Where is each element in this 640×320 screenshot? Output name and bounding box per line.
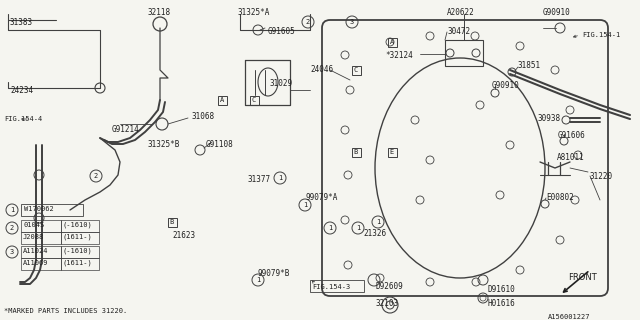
Text: J2088: J2088: [23, 234, 44, 240]
Text: B: B: [354, 149, 358, 155]
Text: 32103: 32103: [376, 299, 399, 308]
Text: A81011: A81011: [557, 153, 585, 162]
Text: 31851: 31851: [518, 61, 541, 70]
Text: 2: 2: [10, 225, 14, 231]
Text: 2: 2: [94, 173, 98, 179]
Bar: [61, 258, 99, 270]
Text: 0104S: 0104S: [23, 222, 44, 228]
Text: 99079*B: 99079*B: [257, 269, 289, 278]
Text: 21623: 21623: [172, 231, 195, 240]
Text: G91606: G91606: [558, 131, 586, 140]
Text: C: C: [354, 67, 358, 73]
Bar: [250, 95, 259, 105]
Text: 31068: 31068: [192, 112, 215, 121]
Text: *32124: *32124: [385, 51, 413, 60]
Text: FIG.154-3: FIG.154-3: [312, 284, 350, 290]
Bar: [445, 40, 483, 66]
Text: G91108: G91108: [206, 140, 234, 149]
Bar: [218, 95, 227, 105]
Bar: [21, 258, 61, 270]
Bar: [310, 280, 364, 292]
Text: 1: 1: [256, 277, 260, 283]
Text: C: C: [252, 97, 256, 103]
Text: A11024: A11024: [23, 248, 49, 254]
Text: 1: 1: [278, 175, 282, 181]
Text: 1: 1: [356, 225, 360, 231]
Text: G90910: G90910: [543, 8, 571, 17]
Bar: [168, 218, 177, 227]
Text: A11069: A11069: [23, 260, 49, 266]
Text: G90910: G90910: [492, 81, 520, 90]
Bar: [351, 148, 360, 156]
Bar: [21, 246, 61, 258]
Text: 31325*B: 31325*B: [148, 140, 180, 149]
Bar: [21, 204, 83, 216]
Text: A20622: A20622: [447, 8, 475, 17]
Bar: [387, 37, 397, 46]
Text: W170062: W170062: [24, 206, 54, 212]
Bar: [21, 220, 61, 232]
Text: 1: 1: [376, 219, 380, 225]
Text: 30472: 30472: [447, 27, 470, 36]
Text: 3: 3: [10, 249, 14, 255]
Text: 24234: 24234: [10, 86, 33, 95]
Text: 3: 3: [350, 19, 354, 25]
Text: 31325*A: 31325*A: [238, 8, 270, 17]
Text: 2: 2: [306, 19, 310, 25]
Text: 31377: 31377: [247, 175, 270, 184]
Bar: [61, 220, 99, 232]
Text: FIG.154-1: FIG.154-1: [582, 32, 620, 38]
Text: (-1610): (-1610): [63, 248, 93, 254]
Text: 31220: 31220: [590, 172, 613, 181]
Text: (1611-): (1611-): [63, 234, 93, 241]
Bar: [61, 246, 99, 258]
Text: (1611-): (1611-): [63, 260, 93, 267]
Text: G91605: G91605: [268, 27, 296, 36]
Text: 1: 1: [328, 225, 332, 231]
Bar: [21, 232, 61, 244]
Text: D92609: D92609: [376, 282, 404, 291]
Text: A: A: [220, 97, 224, 103]
Text: 31383: 31383: [10, 18, 33, 27]
Text: B: B: [170, 219, 174, 225]
Bar: [351, 66, 360, 75]
Text: H01616: H01616: [487, 299, 515, 308]
Text: 32118: 32118: [148, 8, 171, 17]
Text: 1: 1: [10, 207, 14, 213]
Text: 24046: 24046: [310, 65, 333, 74]
Text: D91610: D91610: [487, 285, 515, 294]
Text: *MARKED PARTS INCLUDES 31220.: *MARKED PARTS INCLUDES 31220.: [4, 308, 127, 314]
Text: 31029: 31029: [270, 79, 293, 88]
Text: 30938: 30938: [538, 114, 561, 123]
Text: 99079*A: 99079*A: [305, 193, 337, 202]
Text: A156001227: A156001227: [548, 314, 591, 320]
Text: A: A: [390, 39, 394, 45]
Bar: [61, 232, 99, 244]
Text: G91214: G91214: [112, 125, 140, 134]
Text: FRONT: FRONT: [568, 274, 596, 283]
Text: (-1610): (-1610): [63, 222, 93, 228]
Bar: [387, 148, 397, 156]
Text: FIG.154-4: FIG.154-4: [4, 116, 42, 122]
Text: E00802: E00802: [546, 193, 573, 202]
Text: 1: 1: [303, 202, 307, 208]
Text: E: E: [390, 149, 394, 155]
Text: 21326: 21326: [363, 229, 386, 238]
